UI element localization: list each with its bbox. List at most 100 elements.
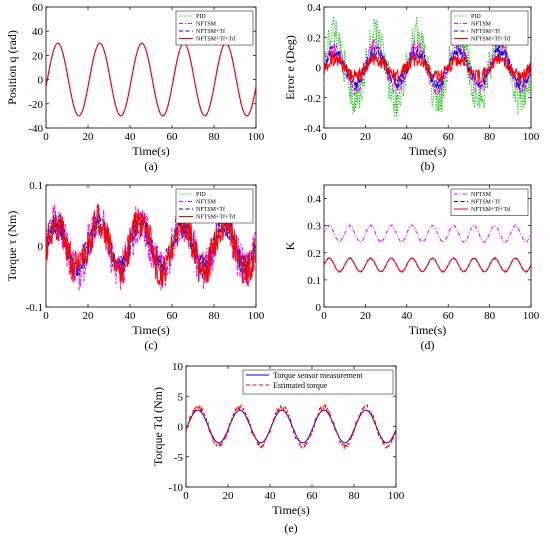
y-tick-label: 60	[32, 2, 44, 14]
x-tick-label: 80	[209, 131, 221, 143]
series-line	[46, 42, 256, 117]
legend-label: NFTSM	[471, 22, 492, 28]
x-tick-label: 40	[125, 131, 137, 143]
legend-label: PID	[196, 14, 206, 20]
legend-box	[175, 188, 254, 224]
y-tick-label: -0.4	[304, 123, 322, 135]
y-axis-label: Error e (Deg)	[283, 35, 297, 100]
x-tick-label: 100	[248, 310, 265, 322]
x-tick-label: 20	[360, 310, 372, 322]
y-tick-label: 0.2	[307, 32, 321, 44]
x-tick-label: 60	[443, 310, 455, 322]
legend-label: NFTSM	[196, 22, 217, 28]
series-line	[46, 204, 256, 288]
x-tick-label: 0	[43, 310, 49, 322]
series-line	[324, 16, 531, 118]
y-tick-label: -40	[28, 123, 43, 135]
panel-label: (b)	[421, 159, 435, 173]
legend-box	[450, 10, 529, 46]
x-tick-label: 0	[43, 131, 49, 143]
x-axis-label: Time(s)	[132, 144, 170, 158]
y-axis-label: K	[283, 241, 297, 250]
y-axis-label: Position q (rad)	[5, 30, 19, 105]
y-tick-label: 0	[316, 302, 322, 314]
legend-label: NFTSM	[196, 200, 217, 206]
y-axis-label: Torque τ (Nm)	[5, 211, 19, 282]
x-tick-label: 80	[349, 490, 361, 502]
series-line	[324, 49, 531, 84]
x-tick-label: 0	[321, 131, 327, 143]
legend-label: NFTSM+Tf	[196, 206, 225, 213]
x-tick-label: 60	[443, 131, 455, 143]
y-tick-label: -0.1	[26, 302, 43, 314]
x-tick-label: 60	[167, 131, 179, 143]
panel-label: (c)	[144, 338, 157, 352]
x-tick-label: 100	[248, 131, 265, 143]
legend-box	[450, 188, 529, 216]
y-tick-label: 5	[178, 391, 184, 403]
y-tick-label: 0.1	[29, 180, 43, 192]
y-tick-label: -20	[28, 99, 43, 111]
legend-label: NFTSM+Tf	[471, 28, 500, 35]
panel-label: (e)	[284, 521, 297, 535]
x-tick-label: 40	[265, 490, 277, 502]
y-tick-label: 0	[38, 241, 44, 253]
x-axis-label: Time(s)	[409, 144, 447, 158]
legend-box	[175, 10, 254, 46]
x-tick-label: 80	[209, 310, 221, 322]
panel-label: (d)	[421, 338, 435, 352]
legend-label: Estimated torque	[273, 381, 328, 390]
series-line	[186, 404, 396, 451]
legend-label: NFTSM+Tf	[471, 199, 500, 206]
series-line	[46, 216, 256, 276]
y-tick-label: 0.4	[307, 194, 321, 206]
x-tick-label: 20	[223, 490, 235, 502]
x-tick-label: 20	[83, 131, 95, 143]
x-tick-label: 40	[125, 310, 137, 322]
x-tick-label: 0	[183, 490, 189, 502]
y-tick-label: 0	[316, 63, 322, 75]
y-tick-label: 0.1	[307, 275, 321, 287]
legend-box	[242, 369, 394, 395]
legend-label: NFTSM+Tf+Td	[471, 206, 510, 213]
x-axis-label: Time(s)	[409, 323, 447, 337]
y-tick-label: 0	[38, 75, 44, 87]
legend-label: NFTSM+Tf+Td	[471, 36, 510, 43]
y-tick-label: 20	[32, 50, 44, 62]
legend-label: NFTSM+Tf+Td	[196, 36, 235, 43]
x-tick-label: 60	[307, 490, 319, 502]
y-tick-label: 10	[172, 361, 184, 373]
legend-label: PID	[196, 192, 206, 198]
y-tick-label: 0.2	[307, 248, 321, 260]
x-tick-label: 80	[484, 131, 496, 143]
y-axis-label: Torque Td (Nm)	[151, 387, 165, 466]
y-tick-label: 0.4	[307, 2, 321, 14]
panel-label: (a)	[144, 159, 157, 173]
series-line	[324, 257, 531, 274]
x-tick-label: 100	[523, 131, 540, 143]
y-tick-label: 0	[178, 422, 184, 434]
legend-label: NFTSM+Tf+Td	[196, 214, 235, 221]
x-tick-label: 0	[321, 310, 327, 322]
x-tick-label: 40	[401, 310, 413, 322]
y-tick-label: 0.3	[307, 221, 321, 233]
x-tick-label: 20	[360, 131, 372, 143]
legend-label: Torque sensor measurement	[273, 371, 363, 380]
x-tick-label: 100	[523, 310, 540, 322]
legend-label: NFTSM+Tf	[196, 28, 225, 35]
y-tick-label: 40	[32, 26, 44, 38]
x-tick-label: 20	[83, 310, 95, 322]
legend-label: PID	[471, 14, 481, 20]
y-tick-label: -10	[168, 482, 183, 494]
x-axis-label: Time(s)	[132, 323, 170, 337]
x-tick-label: 80	[484, 310, 496, 322]
legend-label: NFTSM	[471, 192, 492, 198]
y-tick-label: -0.2	[304, 93, 321, 105]
x-tick-label: 60	[167, 310, 179, 322]
y-tick-label: -5	[174, 452, 184, 464]
x-tick-label: 100	[388, 490, 405, 502]
x-tick-label: 40	[401, 131, 413, 143]
series-line	[324, 224, 531, 244]
